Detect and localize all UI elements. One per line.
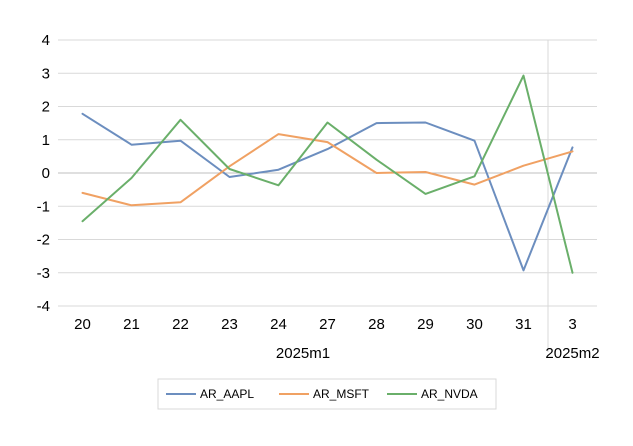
- x-tick-label: 24: [270, 316, 287, 333]
- x-tick-label: 27: [319, 316, 336, 333]
- x-tick-label: 28: [368, 316, 385, 333]
- series-lines: [81, 74, 574, 274]
- x-group-label: 2025m1: [276, 345, 330, 362]
- x-tick-label: 20: [74, 316, 91, 333]
- legend-label: AR_MSFT: [313, 387, 370, 401]
- legend-label: AR_NVDA: [421, 387, 478, 401]
- y-tick-label: 2: [42, 99, 50, 116]
- series-line-ar-nvda: [81, 74, 574, 274]
- y-tick-label: -4: [37, 298, 50, 315]
- y-tick-label: 1: [42, 132, 50, 149]
- x-group-label: 2025m2: [545, 345, 599, 362]
- x-tick-label: 29: [417, 316, 434, 333]
- x-tick-label: 3: [568, 316, 576, 333]
- legend-label: AR_AAPL: [200, 387, 254, 401]
- x-tick-label: 30: [466, 316, 483, 333]
- y-tick-label: -3: [37, 265, 50, 282]
- y-tick-label: -1: [37, 198, 50, 215]
- x-tick-label: 21: [123, 316, 140, 333]
- gridlines: [58, 39, 597, 307]
- x-tick-label: 31: [515, 316, 532, 333]
- y-tick-label: 4: [42, 32, 50, 49]
- y-tick-label: 3: [42, 65, 50, 82]
- series-line-ar-aapl: [81, 112, 574, 272]
- legend-box: [157, 378, 497, 410]
- y-tick-label: 0: [42, 165, 50, 182]
- x-tick-label: 23: [221, 316, 238, 333]
- y-tick-label: -2: [37, 232, 50, 249]
- series-line-ar-msft: [81, 133, 574, 207]
- x-tick-label: 22: [172, 316, 189, 333]
- legend: AR_AAPL AR_MSFT AR_NVDA: [157, 378, 497, 410]
